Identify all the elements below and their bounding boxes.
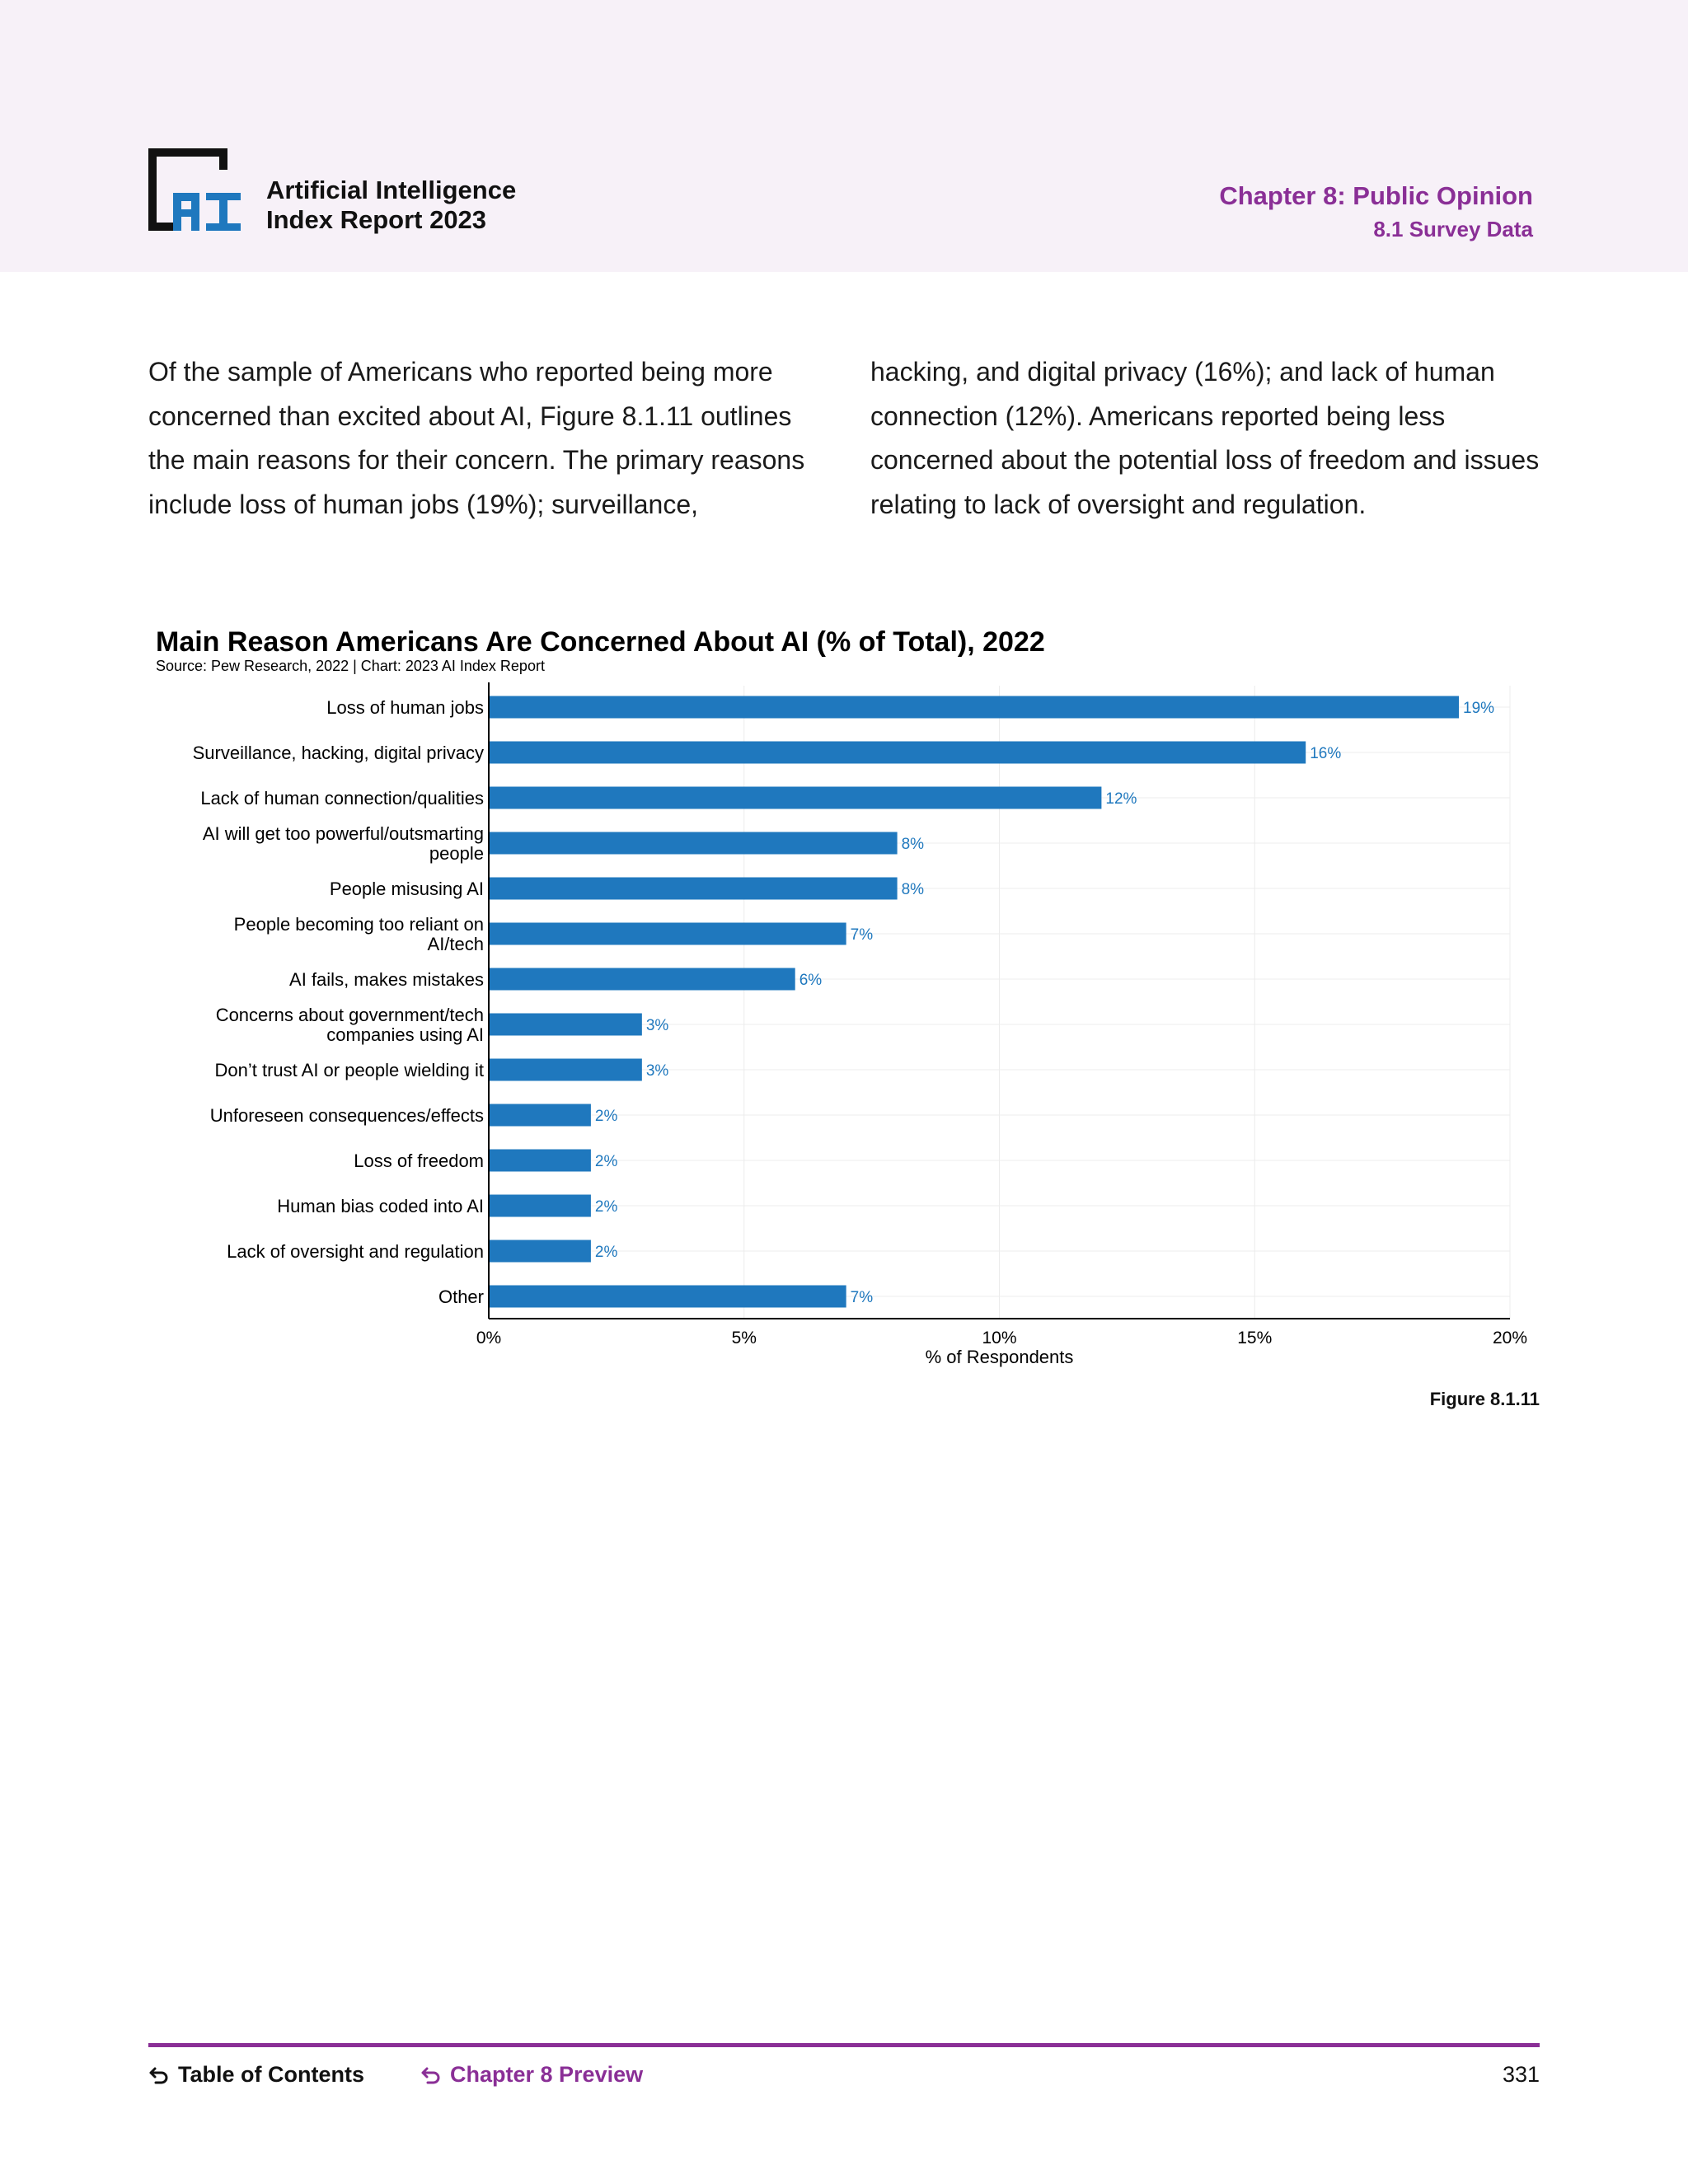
category-label-line: Concerns about government/tech: [216, 1005, 484, 1025]
bar-value-label: 7%: [851, 1289, 874, 1306]
report-title-line1: Artificial Intelligence: [266, 176, 517, 204]
category-label: Lack of oversight and regulation: [227, 1241, 484, 1262]
category-label: Human bias coded into AI: [277, 1196, 484, 1216]
category-label-line: people: [429, 843, 484, 864]
x-tick-label: 15%: [1237, 1329, 1272, 1347]
bar: [489, 1194, 591, 1217]
bar-value-label: 16%: [1310, 745, 1341, 762]
bar: [489, 877, 898, 900]
bar: [489, 1013, 642, 1036]
category-label-line: companies using AI: [326, 1024, 484, 1045]
bar: [489, 696, 1460, 719]
category-label: Concerns about government/tech companies …: [216, 1005, 484, 1045]
report-title-line2: Index Report 2023: [266, 205, 487, 234]
bar: [489, 786, 1102, 809]
bar-value-label: 8%: [902, 881, 925, 898]
bar-value-label: 2%: [595, 1108, 618, 1125]
x-axis-label: % of Respondents: [926, 1347, 1074, 1367]
chart-title: Main Reason Americans Are Concerned Abou…: [156, 626, 1045, 658]
footer-divider: [148, 2043, 1540, 2047]
category-label: Other: [438, 1286, 484, 1307]
category-label: Surveillance, hacking, digital privacy: [193, 743, 484, 763]
return-arrow-icon: [149, 2067, 168, 2083]
bar: [489, 968, 795, 991]
category-label: People becoming too reliant on AI/tech: [234, 914, 484, 954]
header-band: [0, 0, 1688, 272]
chapter-preview-link[interactable]: Chapter 8 Preview: [420, 2062, 643, 2088]
chapter-heading: Chapter 8: Public Opinion 8.1 Survey Dat…: [1219, 180, 1533, 244]
category-label: Lack of human connection/qualities: [200, 788, 484, 808]
bar-value-label: 2%: [595, 1198, 618, 1216]
category-label-line: People becoming too reliant on: [234, 914, 484, 935]
bar: [489, 1058, 642, 1081]
bar-value-label: 3%: [646, 1017, 669, 1034]
category-label: AI fails, makes mistakes: [289, 969, 484, 990]
bar: [489, 1104, 591, 1127]
table-of-contents-label: Table of Contents: [178, 2062, 364, 2087]
intro-text-right: hacking, and digital privacy (16%); and …: [870, 357, 1540, 519]
return-arrow-icon: [421, 2067, 440, 2083]
x-tick-label: 0%: [476, 1329, 501, 1347]
ai-index-logo: [148, 148, 241, 231]
category-label: Don’t trust AI or people wielding it: [214, 1060, 484, 1080]
category-label: Loss of human jobs: [326, 697, 484, 718]
category-label-line: AI/tech: [428, 934, 484, 954]
table-of-contents-link[interactable]: Table of Contents: [148, 2062, 364, 2088]
bar: [489, 1149, 591, 1172]
report-title: Artificial Intelligence Index Report 202…: [266, 176, 516, 235]
x-tick-label: 10%: [982, 1329, 1016, 1347]
chapter-preview-label: Chapter 8 Preview: [450, 2062, 644, 2087]
bar-value-label: 12%: [1105, 790, 1137, 808]
bar-value-label: 3%: [646, 1062, 669, 1080]
chapter-section: 8.1 Survey Data: [1373, 217, 1533, 241]
category-label: Loss of freedom: [354, 1151, 484, 1171]
bar-chart: 19% Loss of human jobs 16% Surveillance, ha…: [193, 682, 1527, 1367]
chapter-title: Chapter 8: Public Opinion: [1219, 181, 1533, 210]
category-label: People misusing AI: [330, 879, 484, 899]
category-label: Unforeseen consequences/effects: [210, 1105, 484, 1126]
figure-label: Figure 8.1.11: [1429, 1389, 1540, 1409]
bar: [489, 922, 846, 945]
bar-value-label: 2%: [595, 1244, 618, 1261]
bar-value-label: 19%: [1463, 700, 1494, 717]
bar: [489, 1285, 846, 1308]
bar-value-label: 8%: [902, 836, 925, 853]
intro-text-left: Of the sample of Americans who reported …: [148, 357, 805, 519]
category-label-line: AI will get too powerful/outsmarting: [203, 823, 484, 844]
category-label: AI will get too powerful/outsmarting peop…: [203, 823, 484, 864]
x-tick-label: 5%: [732, 1329, 757, 1347]
bar-value-label: 7%: [851, 926, 874, 944]
bar-value-label: 6%: [799, 972, 823, 989]
bar: [489, 1240, 591, 1263]
bar: [489, 741, 1306, 764]
bar-value-label: 2%: [595, 1153, 618, 1170]
x-tick-label: 20%: [1493, 1329, 1527, 1347]
page-number: 331: [1502, 2062, 1540, 2087]
bar: [489, 832, 898, 855]
chart-source: Source: Pew Research, 2022 | Chart: 2023…: [156, 658, 545, 674]
